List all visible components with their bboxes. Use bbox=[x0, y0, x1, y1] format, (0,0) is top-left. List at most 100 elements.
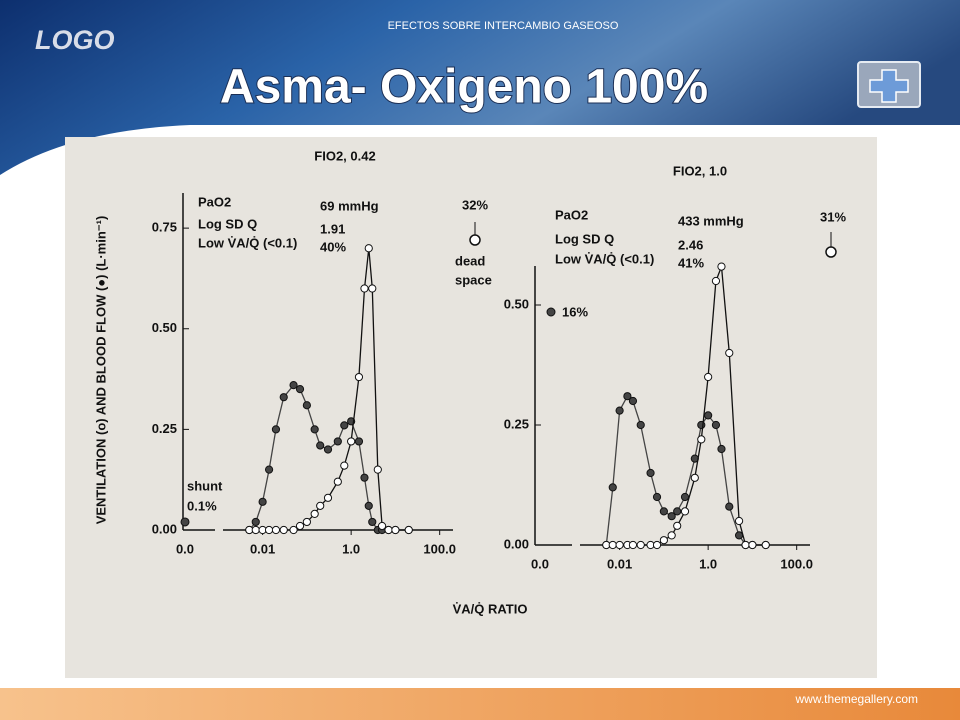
data-point bbox=[652, 540, 662, 550]
data-point bbox=[711, 276, 721, 286]
shunt-point bbox=[180, 517, 190, 527]
shunt-marker bbox=[546, 307, 556, 317]
annotation: PaO2 bbox=[198, 194, 231, 209]
data-point bbox=[748, 540, 757, 550]
data-point bbox=[302, 401, 311, 410]
annotation: shunt bbox=[187, 478, 223, 493]
data-point bbox=[354, 372, 364, 382]
data-point bbox=[391, 525, 400, 535]
data-point bbox=[697, 435, 706, 444]
figure-scan bbox=[65, 137, 877, 678]
y-tick-label: 0.50 bbox=[152, 320, 177, 335]
annotation: dead bbox=[455, 253, 485, 268]
annotation: 32% bbox=[462, 197, 488, 212]
data-point bbox=[368, 284, 377, 293]
y-tick-label: 0.00 bbox=[504, 536, 529, 551]
data-point bbox=[384, 525, 393, 535]
data-point bbox=[295, 521, 305, 531]
y-axis-label: VENTILATION (o) AND BLOOD FLOW (●) (L·mi… bbox=[93, 216, 108, 525]
x-tick-label: 0.01 bbox=[250, 541, 275, 556]
data-point bbox=[333, 477, 342, 486]
annotation: Low V̇A/Q̇ (<0.1) bbox=[198, 235, 297, 250]
data-point bbox=[310, 509, 319, 519]
data-point bbox=[673, 521, 682, 530]
annotation: 40% bbox=[320, 239, 346, 254]
data-point bbox=[717, 444, 726, 454]
data-point bbox=[364, 244, 373, 253]
data-point bbox=[258, 497, 267, 506]
y-tick-label: 0.50 bbox=[504, 296, 529, 311]
data-point bbox=[646, 468, 655, 478]
annotation: 433 mmHg bbox=[678, 213, 744, 228]
x-tick-label: 0.01 bbox=[607, 556, 632, 571]
annotation: 0.1% bbox=[187, 498, 217, 513]
footer-bar bbox=[0, 688, 960, 720]
data-point bbox=[404, 525, 413, 535]
dead-space-marker bbox=[825, 246, 837, 258]
figure: VENTILATION (o) AND BLOOD FLOW (●) (L·mi… bbox=[93, 148, 846, 616]
y-tick-label: 0.25 bbox=[152, 421, 177, 436]
data-point bbox=[302, 517, 311, 527]
data-point bbox=[289, 525, 298, 535]
data-point bbox=[697, 420, 706, 430]
footer-url: www.themegallery.com bbox=[795, 692, 918, 706]
data-point bbox=[279, 393, 288, 402]
data-point bbox=[264, 465, 274, 474]
y-tick-label: 0.00 bbox=[152, 521, 177, 536]
data-point bbox=[623, 392, 632, 401]
data-point bbox=[340, 421, 349, 430]
data-point bbox=[289, 381, 298, 390]
data-point bbox=[310, 425, 319, 434]
data-point bbox=[364, 501, 373, 510]
data-point bbox=[251, 525, 260, 535]
data-point bbox=[636, 540, 645, 550]
data-point bbox=[659, 507, 668, 516]
data-point bbox=[368, 517, 377, 527]
x-tick-label: 100.0 bbox=[780, 556, 813, 571]
x-break-label: 0.0 bbox=[176, 541, 194, 556]
dead-space-marker bbox=[469, 234, 481, 246]
annotation: 31% bbox=[820, 209, 846, 224]
data-point bbox=[323, 493, 333, 502]
data-point bbox=[615, 406, 624, 415]
data-point bbox=[373, 465, 382, 474]
x-tick-label: 1.0 bbox=[342, 541, 360, 556]
data-point bbox=[264, 525, 274, 535]
annotation: 16% bbox=[562, 304, 588, 319]
data-point bbox=[608, 483, 617, 492]
data-point bbox=[360, 473, 369, 482]
data-point bbox=[295, 385, 305, 394]
x-tick-label: 1.0 bbox=[699, 556, 717, 571]
data-point bbox=[734, 531, 744, 540]
data-point bbox=[717, 262, 726, 271]
data-point bbox=[704, 411, 713, 420]
data-point bbox=[680, 507, 690, 516]
data-point bbox=[354, 437, 364, 446]
data-point bbox=[680, 492, 690, 502]
data-point bbox=[251, 517, 260, 527]
data-point bbox=[615, 540, 624, 550]
data-point bbox=[360, 284, 369, 293]
data-point bbox=[271, 425, 281, 434]
data-point bbox=[628, 396, 638, 406]
slide-title: Asma- Oxigeno 100% bbox=[220, 61, 708, 114]
y-tick-label: 0.25 bbox=[504, 416, 529, 431]
annotation: 41% bbox=[678, 255, 704, 270]
x-tick-label: 100.0 bbox=[423, 541, 456, 556]
data-point bbox=[347, 437, 356, 446]
data-point bbox=[667, 512, 676, 521]
data-point bbox=[690, 473, 699, 482]
data-point bbox=[333, 437, 342, 446]
data-point bbox=[636, 420, 645, 430]
data-point bbox=[667, 531, 676, 540]
annotation: space bbox=[455, 272, 492, 287]
data-point bbox=[608, 540, 617, 550]
data-point bbox=[704, 372, 713, 382]
data-point bbox=[316, 441, 325, 450]
data-point bbox=[741, 540, 750, 550]
data-point bbox=[673, 507, 682, 516]
data-point bbox=[711, 420, 721, 430]
subtitle: EFECTOS SOBRE INTERCAMBIO GASEOSO bbox=[388, 20, 619, 32]
